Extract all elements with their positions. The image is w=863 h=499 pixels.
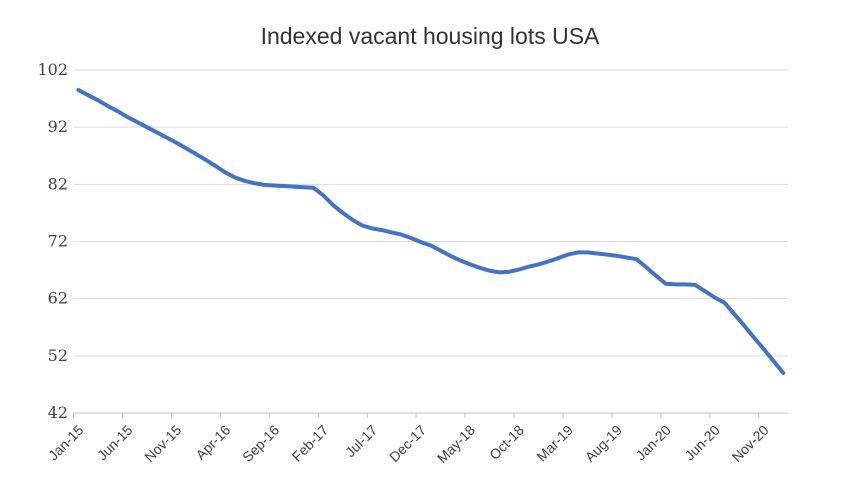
x-tick-label: Jan-20	[632, 422, 674, 464]
y-tick-label: 82	[48, 174, 68, 193]
x-axis-labels: Jan-15 Jun-15 Nov-15 Apr-16 Sep-16 Feb-17 Jul-…	[45, 422, 772, 466]
y-tick-label: 102	[37, 60, 68, 79]
chart-title: Indexed vacant housing lots USA	[261, 23, 600, 49]
x-axis	[73, 412, 789, 418]
x-tick-label: Jun-15	[94, 422, 136, 464]
x-tick-label: Sep-16	[239, 422, 282, 465]
x-tick-label: Dec-17	[386, 422, 429, 465]
x-tick-label: Mar-19	[533, 422, 576, 465]
x-tick-label: Jun-20	[681, 422, 723, 464]
y-tick-label: 52	[48, 346, 68, 365]
x-tick-label: Nov-15	[141, 422, 184, 465]
x-tick-label: Apr-16	[192, 422, 233, 463]
y-tick-label: 42	[48, 403, 68, 422]
x-tick-label: Jan-15	[45, 422, 87, 464]
gridlines	[73, 69, 789, 357]
data-series-line	[76, 88, 786, 375]
y-tick-label: 92	[48, 117, 68, 136]
y-tick-label: 62	[48, 289, 68, 308]
x-tick-label: Nov-20	[729, 422, 772, 465]
y-tick-label: 72	[48, 232, 68, 251]
x-tick-label: May-18	[434, 422, 478, 466]
x-tick-label: Feb-17	[289, 422, 332, 465]
x-tick-label: Oct-18	[486, 422, 527, 463]
y-axis-labels: 42 52 62 72 82 92 102	[37, 60, 68, 422]
x-tick-label: Aug-19	[582, 422, 625, 465]
x-tick-label: Jul-17	[342, 422, 380, 460]
